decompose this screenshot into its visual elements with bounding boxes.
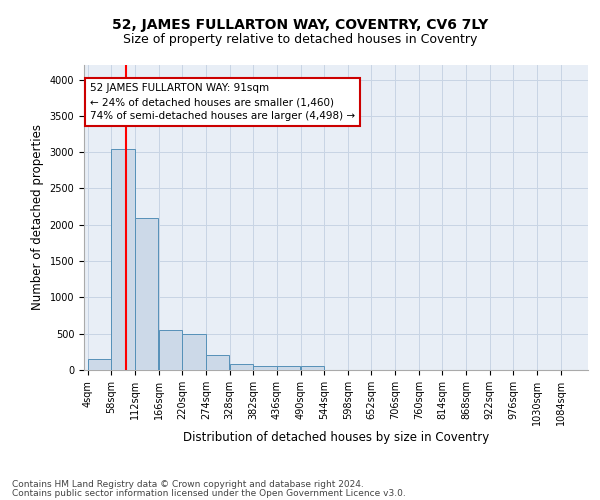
Bar [135,218,158,370]
Text: Contains public sector information licensed under the Open Government Licence v3: Contains public sector information licen… [12,489,406,498]
Bar [111,148,135,370]
Bar [301,366,324,370]
Bar [158,330,182,370]
Text: Size of property relative to detached houses in Coventry: Size of property relative to detached ho… [123,32,477,46]
Text: 52 JAMES FULLARTON WAY: 91sqm
← 24% of detached houses are smaller (1,460)
74% o: 52 JAMES FULLARTON WAY: 91sqm ← 24% of d… [90,83,355,121]
Text: Contains HM Land Registry data © Crown copyright and database right 2024.: Contains HM Land Registry data © Crown c… [12,480,364,489]
Y-axis label: Number of detached properties: Number of detached properties [31,124,44,310]
Bar [230,364,253,370]
X-axis label: Distribution of detached houses by size in Coventry: Distribution of detached houses by size … [183,430,489,444]
Text: 52, JAMES FULLARTON WAY, COVENTRY, CV6 7LY: 52, JAMES FULLARTON WAY, COVENTRY, CV6 7… [112,18,488,32]
Bar [253,366,277,370]
Bar [206,356,229,370]
Bar [182,334,206,370]
Bar [277,366,301,370]
Bar [88,359,111,370]
